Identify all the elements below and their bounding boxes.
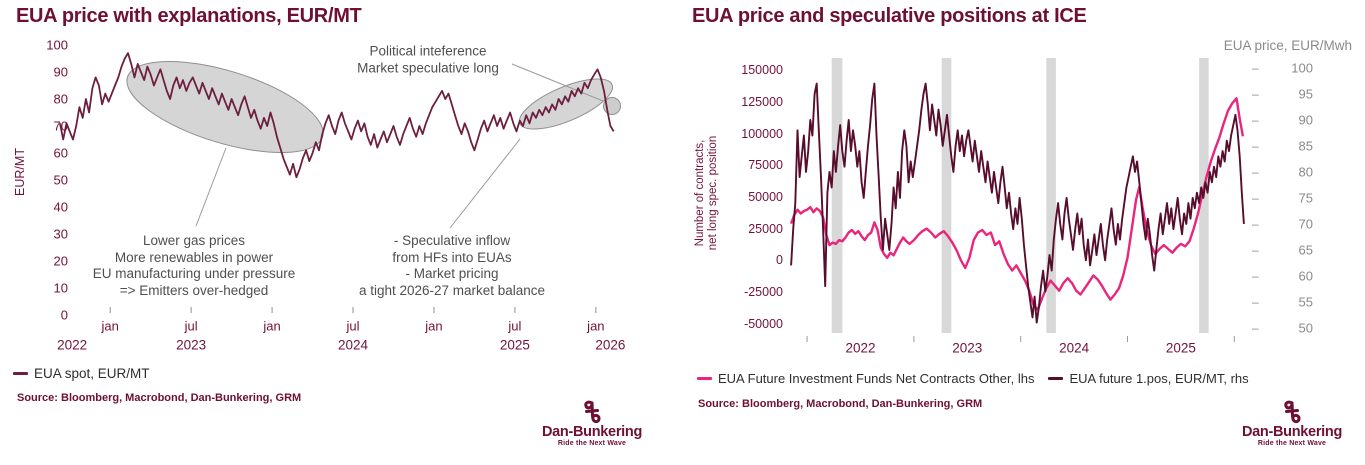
- left-x-tick-label: jul: [184, 318, 198, 334]
- right-year-label: 2022: [845, 340, 876, 356]
- right-rhs-tick-dash: –: [1252, 112, 1259, 127]
- left-year-label: 2024: [337, 337, 369, 353]
- right-rhs-tick-dash: –: [1252, 216, 1259, 231]
- left-x-tick-label: jan: [263, 318, 281, 334]
- funds-legend-label: EUA Future Investment Funds Net Contract…: [718, 371, 1035, 386]
- left-x-tick-label: jan: [587, 318, 605, 334]
- left-x-tick-label: jan: [425, 318, 443, 334]
- right-rhs-tick-dash: –: [1252, 242, 1259, 257]
- right-chart-right-axis-label: EUA price, EUR/Mwh: [1223, 38, 1352, 53]
- left-y-tick-label: 20: [53, 253, 68, 269]
- right-lhs-tick-label: 0: [776, 253, 783, 268]
- right-rhs-tick-dash: –: [1252, 268, 1259, 283]
- right-rhs-tick-label: 65: [1298, 242, 1313, 258]
- right-year-label: 2023: [952, 340, 983, 356]
- left-year-label: 2025: [499, 337, 530, 353]
- right-rhs-tick-label: 90: [1298, 112, 1313, 128]
- right-rhs-tick-label: 75: [1298, 190, 1313, 206]
- right-chart-title: EUA price and speculative positions at I…: [692, 5, 1087, 27]
- left-y-tick-label: 60: [53, 145, 68, 161]
- right-rhs-tick-dash: –: [1252, 320, 1259, 335]
- left-chart-title: EUA price with explanations, EUR/MT: [16, 5, 362, 27]
- logo-wordmark: Dan-Bunkering: [1241, 424, 1343, 440]
- compliance-period-band: [1046, 58, 1056, 333]
- annotation-lower-gas-prices: Lower gas prices More renewables in powe…: [92, 233, 296, 298]
- funds-net-contracts-line: [789, 97, 1245, 311]
- right-rhs-tick-dash: –: [1252, 60, 1259, 75]
- left-x-tick-label: jul: [508, 318, 522, 334]
- highlight-ellipse-2025-rally: [518, 78, 614, 130]
- right-year-label: 2025: [1165, 340, 1196, 356]
- left-y-tick-label: 70: [53, 118, 68, 134]
- right-rhs-tick-dash: –: [1252, 86, 1259, 101]
- left-y-tick-label: 100: [46, 37, 68, 53]
- right-chart-source: Source: Bloomberg, Macrobond, Dan-Bunker…: [698, 398, 983, 410]
- right-chart-left-axis-label: Number of contracts, net long spec. posi…: [694, 135, 719, 251]
- right-rhs-tick-label: 100: [1291, 60, 1313, 76]
- left-y-tick-label: 10: [53, 280, 68, 296]
- left-y-tick-label: 80: [53, 91, 68, 107]
- right-rhs-tick-label: 80: [1298, 164, 1313, 180]
- annotation-leader-line: [195, 147, 227, 227]
- right-lhs-tick-label: -25000: [744, 284, 783, 299]
- compliance-period-band: [941, 58, 952, 333]
- left-year-label: 2026: [595, 337, 626, 353]
- future-legend-swatch: [1048, 377, 1064, 380]
- future-legend-label: EUA future 1.pos, EUR/MT, rhs: [1069, 371, 1249, 386]
- funds-legend-swatch: [697, 377, 712, 380]
- right-year-label: 2024: [1059, 340, 1090, 356]
- eua-future-line: [790, 82, 1245, 324]
- right-rhs-tick-label: 85: [1298, 138, 1313, 154]
- right-rhs-tick-label: 55: [1298, 294, 1313, 310]
- left-chart-y-axis-label: EUR/MT: [13, 148, 27, 196]
- logo-tagline: Ride the Next Wave: [1257, 440, 1327, 447]
- right-rhs-tick-dash: –: [1252, 164, 1259, 179]
- annotation-leader-line: [449, 138, 521, 229]
- right-rhs-tick-label: 60: [1298, 268, 1313, 284]
- right-rhs-tick-dash: –: [1252, 294, 1259, 309]
- right-rhs-tick-dash: –: [1252, 190, 1259, 205]
- right-rhs-tick-label: 95: [1298, 86, 1313, 102]
- left-y-tick-label: 0: [60, 307, 68, 323]
- left-y-tick-label: 40: [53, 199, 68, 215]
- left-x-tick-label: jan: [101, 318, 119, 334]
- right-lhs-tick-label: 125000: [741, 95, 783, 110]
- left-x-tick-label: jul: [346, 318, 360, 334]
- right-lhs-tick-label: 150000: [741, 63, 783, 78]
- annotation-speculative-inflow: - Speculative inflow from HFs into EUAs …: [358, 233, 546, 298]
- annotation-political-interference: Political inteference Market speculative…: [357, 43, 499, 76]
- anchor-icon: [584, 400, 601, 424]
- right-lhs-tick-label: 100000: [741, 126, 783, 141]
- eua-spot-line: [59, 52, 615, 179]
- dan-bunkering-logo-left: Dan-Bunkering Ride the Next Wave: [532, 400, 652, 447]
- right-lhs-tick-label: -50000: [744, 316, 783, 331]
- anchor-icon: [1284, 400, 1301, 424]
- dan-bunkering-logo-right: Dan-Bunkering Ride the Next Wave: [1232, 400, 1352, 447]
- right-lhs-tick-label: 50000: [748, 190, 783, 205]
- annotation-leader-line: [511, 63, 604, 102]
- right-chart-legend: EUA Future Investment Funds Net Contract…: [697, 371, 1249, 386]
- eua-spot-legend-label: EUA spot, EUR/MT: [34, 366, 150, 381]
- right-rhs-tick-dash: –: [1252, 138, 1259, 153]
- left-y-tick-label: 50: [53, 172, 68, 188]
- left-year-label: 2023: [176, 337, 207, 353]
- right-lhs-tick-label: 25000: [748, 221, 783, 236]
- right-lhs-tick-label: 75000: [748, 158, 783, 173]
- left-chart-source: Source: Bloomberg, Macrobond, Dan-Bunker…: [17, 392, 302, 404]
- left-y-tick-label: 30: [53, 226, 68, 242]
- logo-tagline: Ride the Next Wave: [557, 440, 627, 447]
- eua-spot-legend-swatch: [13, 372, 28, 375]
- logo-wordmark: Dan-Bunkering: [541, 424, 643, 440]
- left-year-label: 2022: [57, 337, 88, 353]
- left-y-tick-label: 90: [53, 64, 68, 80]
- right-rhs-tick-label: 70: [1298, 216, 1313, 232]
- right-rhs-tick-label: 50: [1298, 320, 1313, 336]
- left-chart-legend: EUA spot, EUR/MT: [13, 366, 150, 381]
- compliance-period-band: [831, 58, 843, 333]
